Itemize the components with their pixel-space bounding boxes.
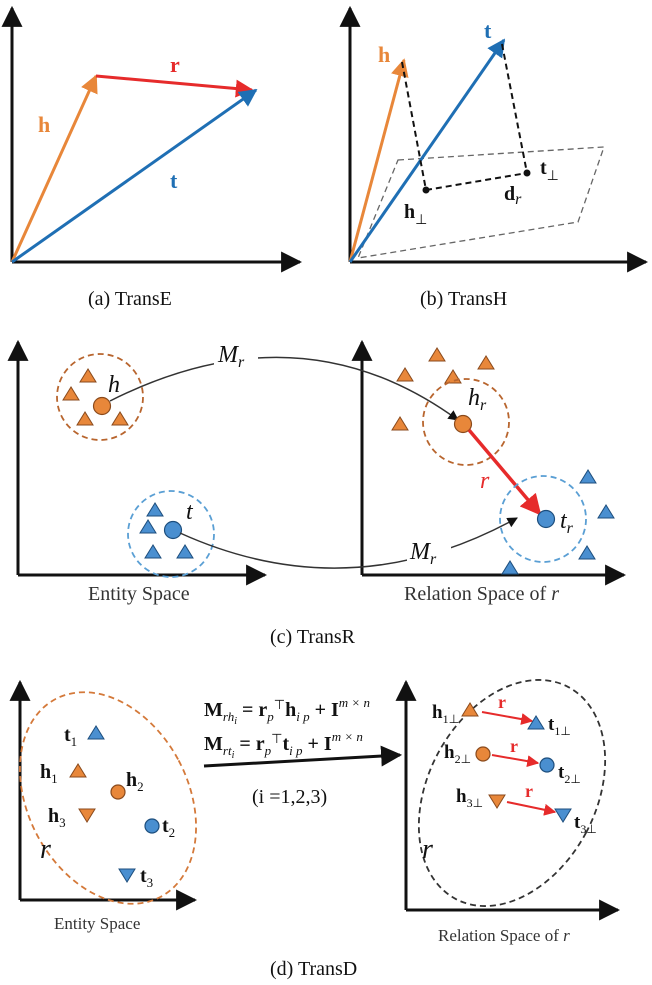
- panel-transe: h r t (a) TransE: [12, 8, 300, 310]
- transd-h1perp-label: h1⊥: [432, 702, 459, 726]
- transd-equation-1: Mrhi = rp⊤hi p + Im × n: [204, 695, 370, 727]
- transr-caption: (c) TransR: [270, 626, 356, 648]
- transd-entity-space-label: Entity Space: [54, 914, 140, 933]
- transd-r2-label: r: [510, 736, 518, 756]
- transd-t2-marker: [145, 819, 159, 833]
- transd-t2-label: t2: [162, 815, 175, 840]
- transe-r-vector: [96, 76, 252, 90]
- triangle-marker: [580, 470, 596, 483]
- transd-index-note: (i =1,2,3): [252, 786, 327, 808]
- transh-t-vector: [350, 40, 504, 262]
- transd-t2perp-marker: [540, 758, 554, 772]
- transr-t-point: [165, 522, 182, 539]
- transd-t3-label: t3: [140, 865, 153, 890]
- transd-t1-label: t1: [64, 724, 77, 749]
- transd-r3-label: r: [525, 781, 533, 801]
- transd-h2-marker: [111, 785, 125, 799]
- transd-h2perp-label: h2⊥: [444, 742, 471, 766]
- triangle-marker: [145, 545, 161, 558]
- transd-caption: (d) TransD: [270, 958, 357, 980]
- panel-transh: h t h⊥ t⊥ dr (b) TransH: [350, 8, 646, 310]
- transr-entity-space-label: Entity Space: [88, 583, 190, 605]
- triangle-marker: [177, 545, 193, 558]
- transh-t-perp-point: [524, 170, 531, 177]
- triangle-marker: [147, 503, 163, 516]
- transr-tr-point: [538, 511, 555, 528]
- transe-h-label: h: [38, 112, 50, 137]
- triangle-marker: [77, 412, 93, 425]
- transr-t-mapping-curve: [180, 518, 517, 568]
- triangle-marker: [445, 370, 461, 383]
- transd-r2-vector: [492, 755, 538, 763]
- transd-equation-2: Mrti = rp⊤ti p + Im × n: [204, 729, 363, 761]
- triangle-marker: [112, 412, 128, 425]
- transr-h-mapping-curve: [110, 357, 458, 420]
- triangle-marker: [397, 368, 413, 381]
- transd-h1-marker: [70, 764, 86, 777]
- triangle-marker: [478, 356, 494, 369]
- transh-h-perp-point: [423, 187, 430, 194]
- triangle-marker: [140, 520, 156, 533]
- transr-t-label: t: [186, 499, 194, 525]
- triangle-marker: [598, 505, 614, 518]
- transd-h1-label: h1: [40, 761, 58, 786]
- triangle-marker: [392, 417, 408, 430]
- transd-h3perp-label: h3⊥: [456, 786, 483, 810]
- transd-h2perp-marker: [476, 747, 490, 761]
- transe-r-label: r: [170, 52, 180, 77]
- transh-t-perp-label: t⊥: [540, 157, 559, 184]
- triangle-marker: [579, 546, 595, 559]
- triangle-marker: [502, 561, 518, 574]
- transd-entity-r-label: r: [40, 834, 51, 865]
- transd-t3perp-label: t3⊥: [574, 812, 597, 836]
- transh-caption: (b) TransH: [420, 288, 507, 310]
- transd-t1-marker: [88, 726, 104, 739]
- transd-relation-space-label: Relation Space of r: [438, 926, 570, 945]
- transr-tr-label: tr: [560, 508, 574, 537]
- transd-relation-r-label: r: [422, 834, 433, 865]
- transh-h-perp-label: h⊥: [404, 201, 427, 228]
- triangle-marker: [80, 369, 96, 382]
- transr-r-label: r: [480, 468, 490, 494]
- transh-t-label: t: [484, 18, 492, 43]
- transd-r1-label: r: [498, 692, 506, 712]
- triangle-marker: [63, 387, 79, 400]
- transh-dr-label: dr: [504, 183, 522, 208]
- panel-transr: h t Mr Mr hr r: [18, 337, 624, 648]
- transe-t-label: t: [170, 168, 178, 193]
- transd-t3perp-marker: [555, 809, 571, 822]
- transd-r3-vector: [507, 802, 555, 812]
- triangle-marker: [429, 348, 445, 361]
- transd-t1perp-label: t1⊥: [548, 714, 571, 738]
- transr-h-point: [94, 398, 111, 415]
- transd-h3-label: h3: [48, 805, 66, 830]
- transd-t1perp-marker: [528, 716, 544, 729]
- transd-t2perp-label: t2⊥: [558, 762, 581, 786]
- transh-h-vector: [350, 60, 404, 262]
- transe-caption: (a) TransE: [88, 288, 172, 310]
- transr-hr-label: hr: [468, 385, 487, 414]
- transd-relation-region: [381, 648, 642, 939]
- transd-h1perp-marker: [462, 703, 478, 716]
- transd-t3-marker: [119, 869, 135, 882]
- transh-h-label: h: [378, 42, 390, 67]
- transd-h2-label: h2: [126, 769, 144, 794]
- panel-transd: t1 h1 h2 h3 t2 t3 r Mrhi = rp⊤hi p + Im …: [0, 648, 643, 980]
- transd-h3perp-marker: [489, 795, 505, 808]
- transh-hyperplane: [358, 147, 604, 258]
- transr-h-label: h: [108, 372, 120, 398]
- transd-r1-vector: [482, 712, 532, 721]
- transh-t-projection: [502, 44, 527, 173]
- transd-h3-marker: [79, 809, 95, 822]
- transr-relation-space-label: Relation Space of r: [404, 583, 559, 605]
- transr-hr-point: [455, 416, 472, 433]
